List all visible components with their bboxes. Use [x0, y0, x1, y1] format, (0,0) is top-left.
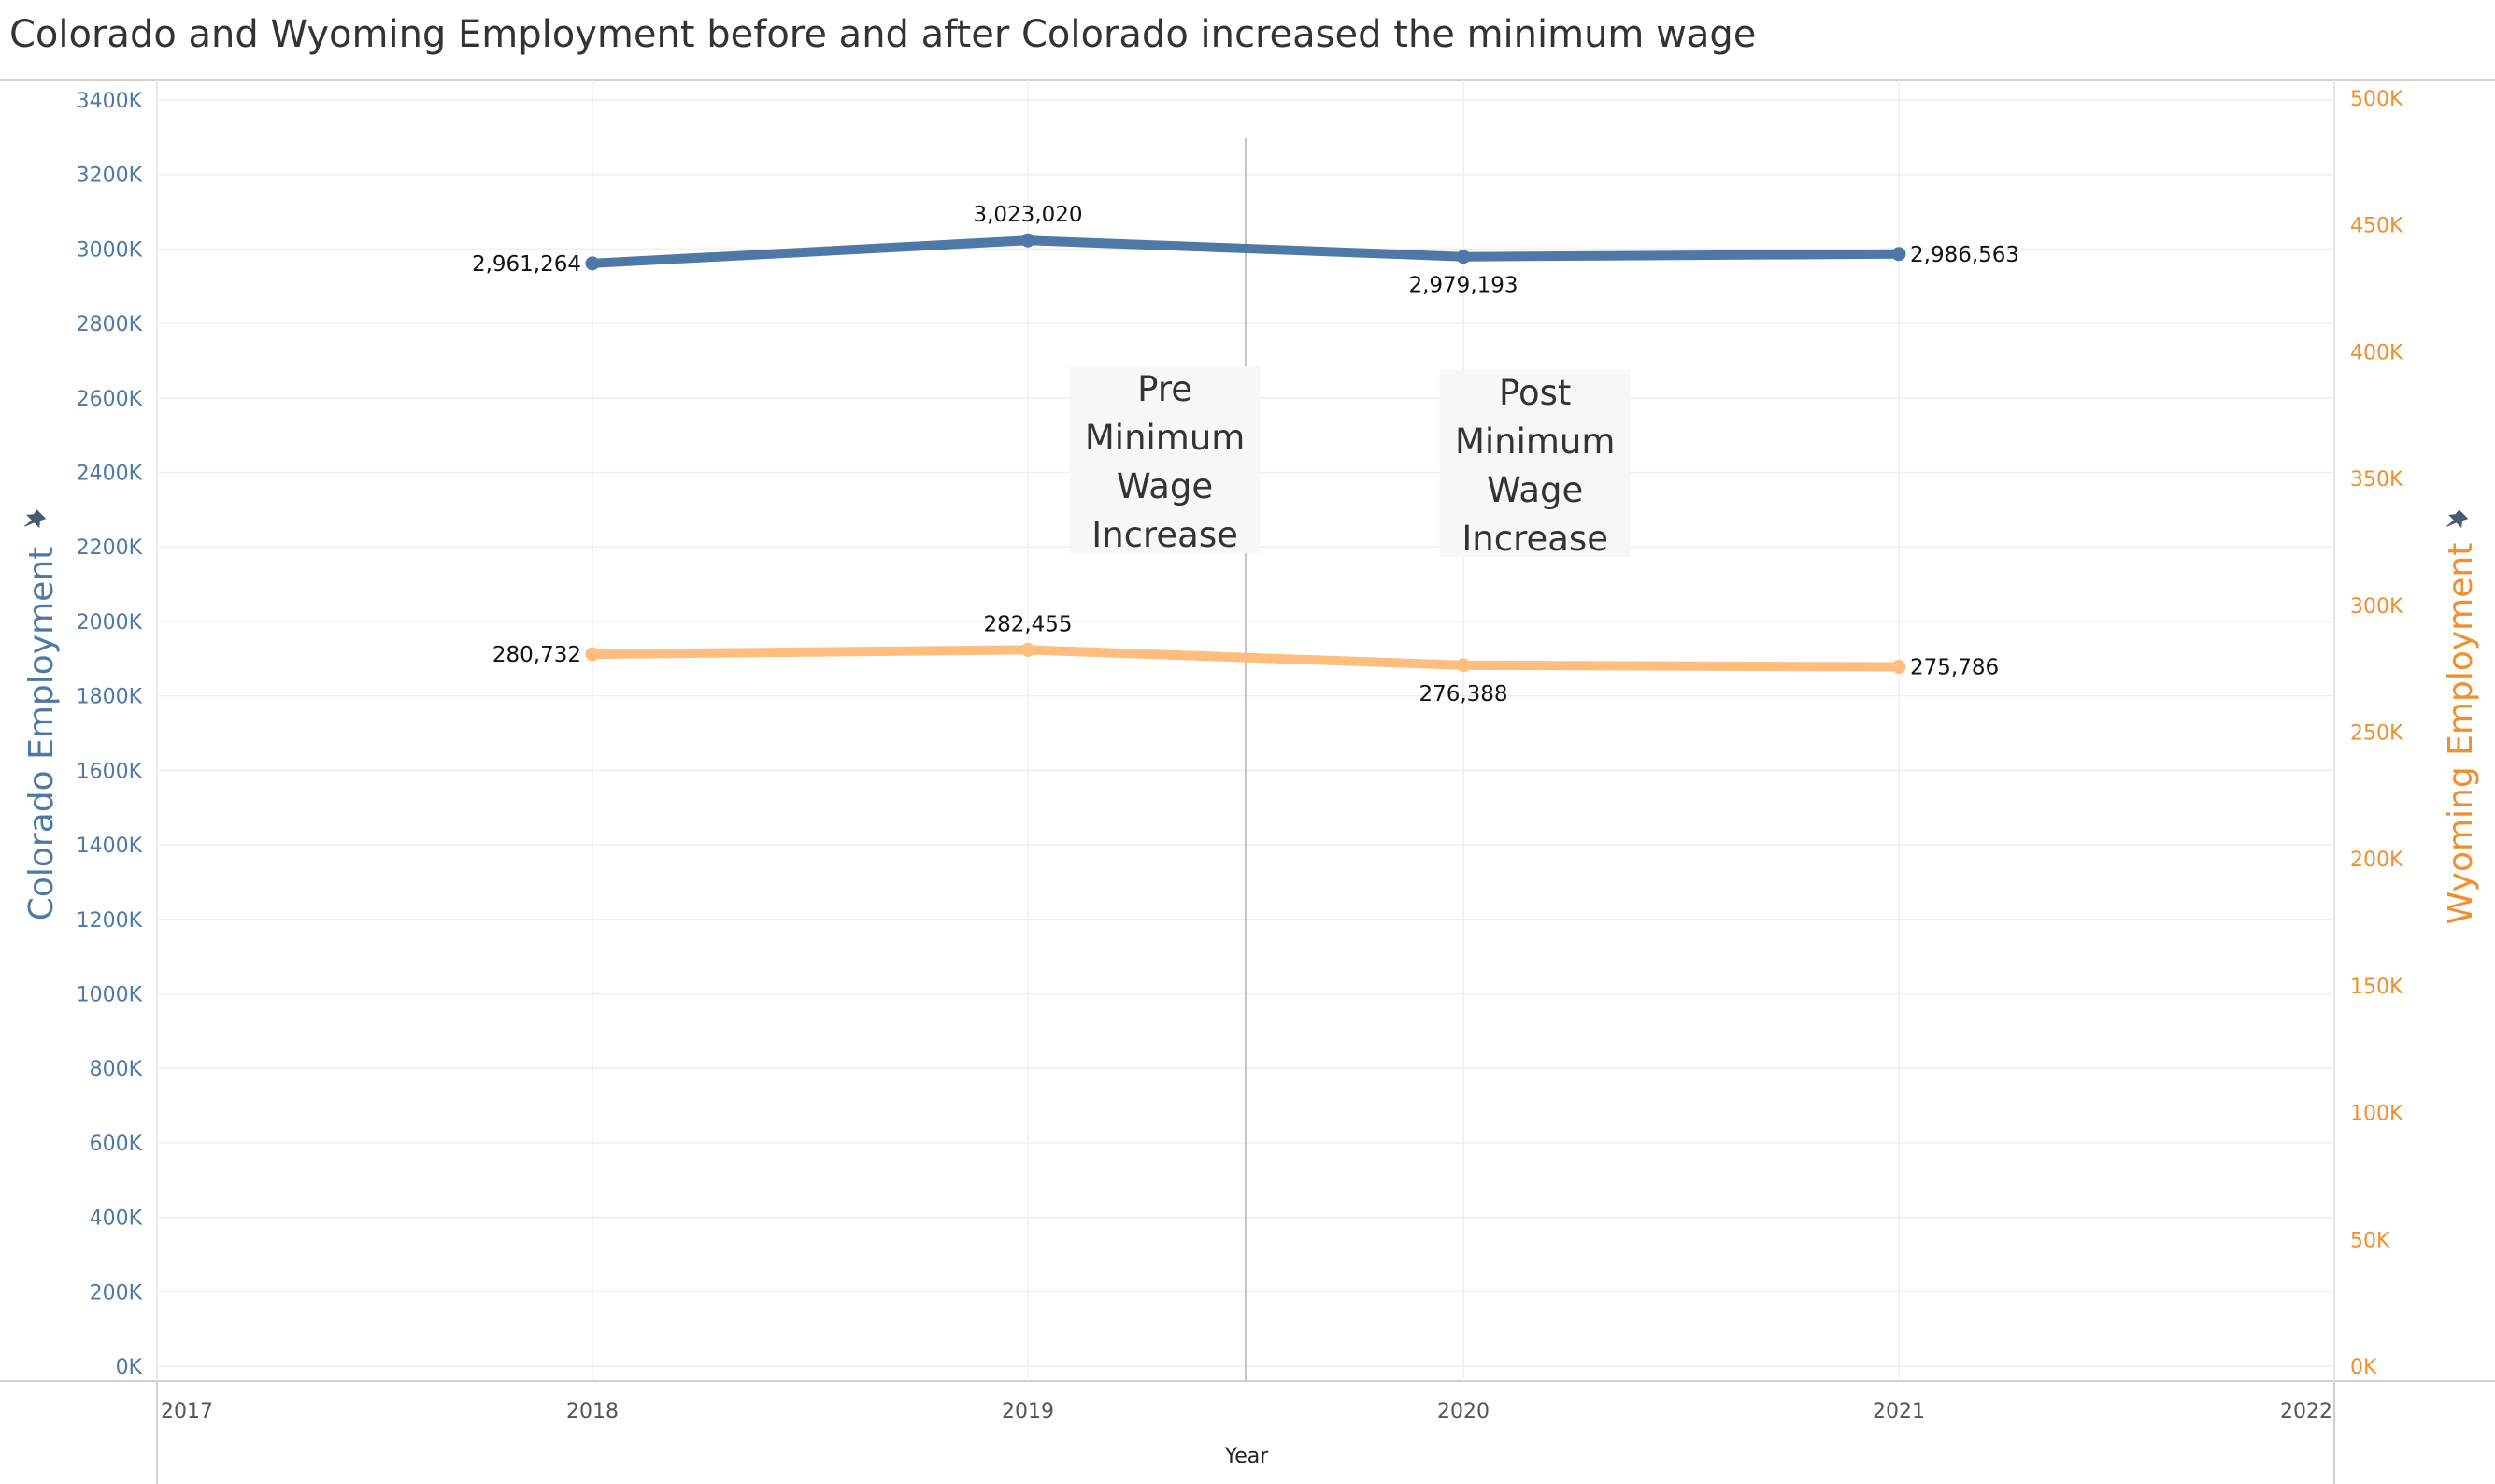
colorado-data-label: 3,023,020 [973, 203, 1082, 227]
left-tick-label: 1800K [77, 686, 143, 709]
right-tick-label: 50K [2350, 1229, 2390, 1252]
colorado-data-label: 2,979,193 [1408, 274, 1518, 298]
left-tick-label: 2000K [77, 611, 143, 635]
annotation-text: Pre [1137, 369, 1192, 409]
annotation-box [1069, 366, 1261, 553]
wyoming-point [1020, 642, 1035, 657]
left-tick-label: 2400K [77, 463, 143, 486]
right-tick-label: 500K [2350, 88, 2403, 111]
colorado-line [588, 235, 1903, 268]
annotation-text: Minimum [1455, 421, 1615, 462]
x-axis-title: Year [1224, 1445, 1270, 1468]
right-tick-label: 250K [2350, 722, 2403, 746]
wyoming-point [1891, 660, 1906, 675]
wyoming-point [585, 647, 600, 662]
colorado-point [1891, 247, 1906, 262]
right-axis-title: Wyoming Employment [2442, 543, 2480, 925]
wyoming-data-label: 275,786 [1910, 656, 1999, 680]
colorado-point [585, 256, 600, 271]
x-tick-label: 2021 [1873, 1400, 1925, 1423]
right-tick-label: 400K [2350, 341, 2403, 364]
wyoming-point [1456, 658, 1471, 673]
left-axis-title: Colorado Employment [22, 547, 61, 921]
colorado-point [1456, 250, 1471, 264]
x-tick-label: 2018 [566, 1400, 619, 1423]
colorado-data-label: 2,961,264 [472, 252, 581, 277]
x-tick-label: 2019 [1002, 1400, 1054, 1423]
left-axis-ticks: 0K 200K 400K 600K 800K 1000K 1200K 1400K 1600K 18… [77, 90, 143, 1379]
annotation-text: Increase [1091, 515, 1238, 555]
right-tick-label: 0K [2350, 1356, 2377, 1379]
left-tick-label: 3400K [77, 90, 143, 113]
wyoming-data-label: 282,455 [983, 612, 1072, 636]
left-tick-label: 2600K [77, 388, 143, 411]
annotation-text: Wage [1487, 470, 1583, 510]
left-tick-label: 200K [90, 1281, 143, 1305]
annotation-text: Post [1499, 373, 1571, 413]
left-tick-label: 400K [90, 1207, 143, 1231]
x-tick-label: 2017 [161, 1400, 213, 1423]
left-tick-label: 1000K [77, 983, 143, 1006]
left-tick-label: 800K [90, 1058, 143, 1081]
colorado-data-label: 2,986,563 [1910, 243, 2019, 267]
series-lines [585, 233, 1906, 675]
right-tick-label: 350K [2350, 468, 2403, 492]
left-tick-label: 2200K [77, 536, 143, 560]
chart-title: Colorado and Wyoming Employment before a… [9, 13, 1757, 56]
annotation-text: Wage [1117, 466, 1213, 507]
left-tick-label: 600K [90, 1133, 143, 1156]
wyoming-line [588, 645, 1903, 672]
right-tick-label: 100K [2350, 1103, 2403, 1126]
left-tick-label: 1400K [77, 835, 143, 858]
left-tick-label: 3000K [77, 238, 143, 262]
wyoming-data-label: 280,732 [492, 643, 581, 667]
annotation-text: Increase [1461, 519, 1608, 559]
right-tick-label: 300K [2350, 595, 2403, 619]
right-tick-label: 450K [2350, 215, 2403, 238]
x-tick-label: 2020 [1437, 1400, 1490, 1423]
chart-frame [0, 79, 2495, 1484]
annotation-box [1439, 370, 1631, 557]
left-tick-label: 2800K [77, 313, 143, 336]
left-tick-label: 1200K [77, 909, 143, 933]
left-tick-label: 3200K [77, 164, 143, 188]
axis-titles: Colorado Employment Wyoming Employment Yea… [22, 509, 2480, 1468]
right-tick-label: 150K [2350, 976, 2403, 999]
annotation-text: Minimum [1085, 418, 1245, 458]
pin-icon [2445, 509, 2469, 529]
right-axis-ticks: 0K 50K 100K 150K 200K 250K 300K 350K 400K 450K 500… [2350, 88, 2403, 1379]
x-axis-ticks: 2017 2018 2019 2020 2021 2022 [161, 1400, 2332, 1423]
left-tick-label: 1600K [77, 760, 143, 783]
right-tick-label: 200K [2350, 849, 2403, 872]
annotations: Pre Minimum Wage Increase Post Minimum Wage Inc… [1069, 366, 1631, 559]
wyoming-data-label: 276,388 [1419, 682, 1507, 706]
pin-icon [23, 509, 47, 529]
data-labels: 2,961,264 3,023,020 2,979,193 2,986,563 280,… [472, 203, 2019, 706]
colorado-point [1020, 233, 1035, 248]
left-tick-label: 0K [116, 1356, 143, 1379]
x-tick-label: 2022 [2280, 1400, 2332, 1423]
